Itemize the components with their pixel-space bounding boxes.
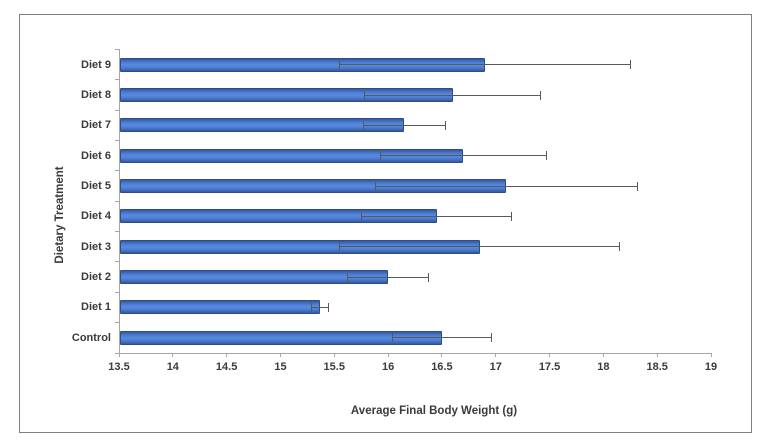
error-bar-cap-right-diet-1 (328, 302, 330, 312)
x-axis-tick (279, 353, 281, 357)
x-axis-tick (710, 353, 712, 357)
x-tick-label: 15.5 (323, 361, 345, 373)
y-axis-tick (115, 49, 119, 50)
error-bar-diet-1 (311, 306, 329, 308)
x-tick-label: 16 (381, 361, 395, 373)
y-axis-tick (115, 170, 119, 172)
x-axis-tick (172, 353, 174, 357)
category-label-diet-1: Diet 1 (81, 301, 111, 314)
y-axis-tick (115, 140, 119, 142)
y-axis-tick (115, 322, 119, 324)
error-bar-cap-left-diet-8 (363, 90, 365, 100)
y-axis-tick (115, 79, 119, 81)
x-axis-tick (387, 353, 389, 357)
y-axis-line (119, 49, 120, 353)
error-bar-cap-left-diet-7 (362, 120, 364, 130)
x-axis-tick (495, 353, 497, 357)
x-axis-title: Average Final Body Weight (g) (350, 405, 518, 417)
error-bar-cap-right-control (490, 333, 492, 343)
error-bar-diet-5 (375, 185, 638, 187)
category-label-diet-3: Diet 3 (81, 240, 111, 253)
error-bar-diet-8 (364, 94, 541, 96)
y-axis-tick (115, 291, 119, 293)
error-bar-cap-left-control (391, 333, 393, 343)
error-bar-cap-left-diet-4 (360, 211, 362, 221)
x-axis-tick (602, 353, 604, 357)
y-axis-tick (115, 231, 119, 233)
category-label-control: Control (71, 331, 111, 344)
x-tick-label: 13.5 (108, 361, 130, 373)
error-bar-cap-right-diet-3 (619, 242, 620, 252)
error-bar-control (392, 337, 492, 339)
x-tick-label: 18.5 (646, 361, 668, 373)
error-bar-cap-right-diet-6 (545, 151, 547, 161)
error-bar-cap-right-diet-2 (428, 272, 430, 282)
category-label-diet-5: Diet 5 (81, 180, 111, 193)
x-tick-label: 19 (704, 361, 718, 373)
category-label-diet-6: Diet 6 (81, 149, 111, 162)
x-axis-tick (441, 353, 443, 357)
x-tick-label: 16.5 (431, 361, 453, 373)
x-axis-tick (549, 353, 551, 357)
error-bar-diet-7 (363, 124, 446, 126)
error-bar-cap-left-diet-3 (339, 242, 341, 252)
x-axis-tick (656, 353, 658, 357)
error-bar-cap-right-diet-8 (540, 90, 542, 100)
y-axis-tick (115, 352, 119, 354)
error-bar-cap-left-diet-2 (346, 272, 348, 282)
y-axis-tick (115, 261, 119, 263)
bar-diet-7 (120, 118, 405, 133)
x-tick-label: 14 (166, 361, 179, 373)
error-bar-diet-2 (347, 276, 429, 278)
category-label-diet-8: Diet 8 (81, 89, 111, 102)
error-bar-diet-4 (361, 215, 512, 217)
x-tick-label: 14.5 (215, 361, 238, 373)
error-bar-cap-left-diet-1 (311, 302, 313, 312)
chart-frame: Dietary Treatment Average Final Body Wei… (19, 14, 752, 433)
error-bar-diet-3 (339, 246, 620, 248)
error-bar-cap-right-diet-4 (511, 211, 513, 221)
category-label-diet-7: Diet 7 (81, 119, 111, 132)
y-axis-tick (115, 109, 119, 111)
category-label-diet-9: Diet 9 (81, 58, 111, 71)
x-axis-tick (333, 353, 335, 357)
error-bar-cap-left-diet-6 (380, 151, 382, 161)
error-bar-cap-right-diet-5 (637, 181, 639, 191)
x-axis-tick (118, 353, 120, 357)
error-bar-diet-9 (339, 64, 631, 66)
error-bar-cap-right-diet-7 (444, 120, 446, 130)
x-axis-line (119, 353, 712, 354)
category-label-diet-4: Diet 4 (81, 210, 111, 223)
category-label-diet-2: Diet 2 (81, 271, 111, 284)
x-tick-label: 17.5 (538, 361, 561, 373)
x-tick-label: 15 (274, 361, 287, 373)
error-bar-diet-6 (380, 155, 547, 157)
x-axis-tick (226, 353, 228, 357)
x-tick-label: 18 (597, 361, 610, 373)
error-bar-cap-left-diet-5 (374, 181, 376, 191)
bar-diet-1 (120, 300, 321, 315)
x-tick-label: 17 (489, 361, 502, 373)
error-bar-cap-right-diet-9 (629, 60, 631, 70)
y-axis-tick (115, 200, 119, 202)
error-bar-cap-left-diet-9 (339, 60, 341, 70)
